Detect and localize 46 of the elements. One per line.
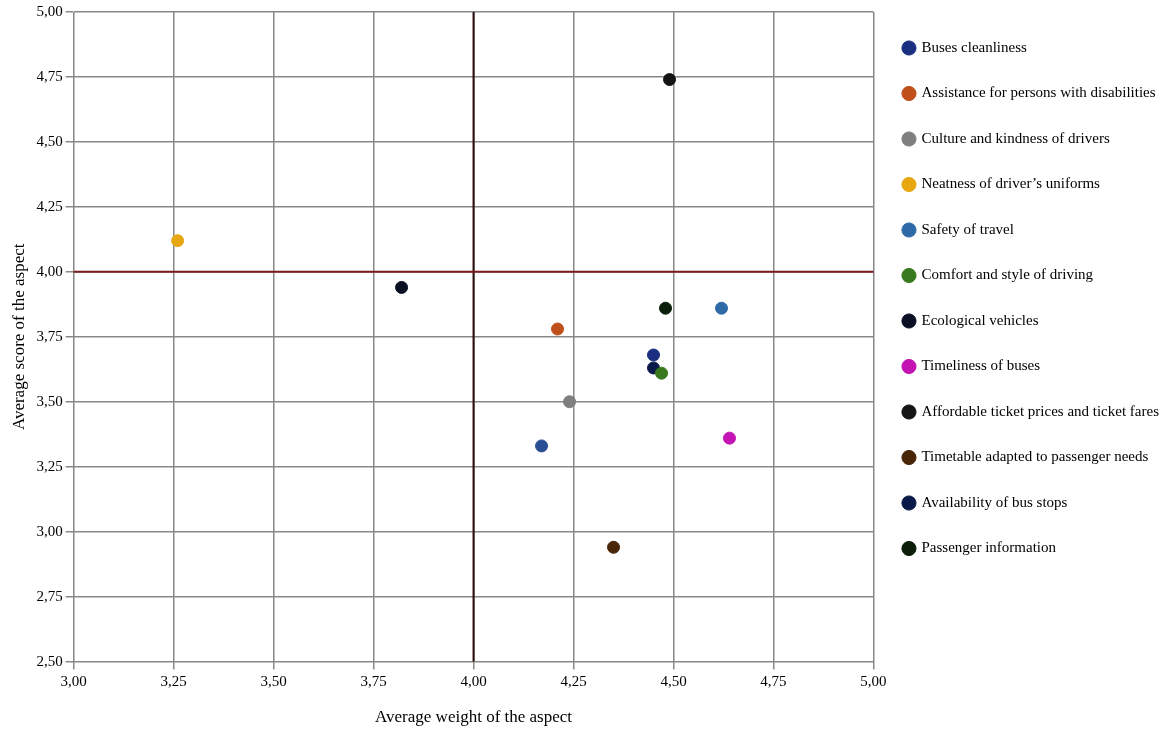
legend-label: Timeliness of buses xyxy=(921,357,1041,374)
point xyxy=(535,439,549,453)
legend-label: Culture and kindness of drivers xyxy=(921,129,1110,146)
y-tick-label: 2,50 xyxy=(36,652,63,669)
x-tick-label: 4,75 xyxy=(760,672,787,689)
y-tick-label: 4,00 xyxy=(36,262,63,279)
legend-label: Timetable adapted to passenger needs xyxy=(921,448,1149,465)
legend-label: Comfort and style of driving xyxy=(921,266,1094,283)
y-tick-label: 4,50 xyxy=(36,132,63,149)
point xyxy=(171,234,185,248)
legend-label: Neatness of driver’s uniforms xyxy=(921,175,1101,192)
legend-label: Affordable ticket prices and ticket fares xyxy=(921,402,1160,419)
y-tick-label: 5,00 xyxy=(36,2,63,19)
point xyxy=(395,280,409,294)
x-tick-label: 4,50 xyxy=(660,672,687,689)
point xyxy=(607,540,621,554)
legend-label: Passenger information xyxy=(921,539,1057,556)
x-tick-label: 5,00 xyxy=(860,672,887,689)
x-tick-label: 4,00 xyxy=(460,672,487,689)
point xyxy=(659,301,673,315)
point xyxy=(655,366,669,380)
x-tick-label: 3,00 xyxy=(60,672,87,689)
y-tick-label: 4,25 xyxy=(36,197,63,214)
y-tick-label: 3,00 xyxy=(36,522,63,539)
x-tick-label: 3,25 xyxy=(160,672,187,689)
y-tick-label: 3,75 xyxy=(36,327,63,344)
legend-label: Ecological vehicles xyxy=(921,311,1039,328)
point xyxy=(723,431,736,445)
x-axis-title: Average weight of the aspect xyxy=(375,707,573,727)
legend-label: Availability of bus stops xyxy=(921,493,1068,510)
point xyxy=(715,301,728,315)
x-tick-label: 4,25 xyxy=(560,672,587,689)
point xyxy=(563,395,577,409)
point xyxy=(663,73,677,87)
y-tick-label: 3,50 xyxy=(36,392,63,409)
y-tick-label: 4,75 xyxy=(36,67,63,84)
x-tick-label: 3,50 xyxy=(260,672,287,689)
x-tick-label: 3,75 xyxy=(360,672,387,689)
y-axis-title: Average score of the aspect xyxy=(8,243,28,431)
y-tick-label: 2,75 xyxy=(36,587,63,604)
y-tick-label: 3,25 xyxy=(36,457,63,474)
point xyxy=(647,348,661,362)
legend-label: Safety of travel xyxy=(921,220,1014,237)
legend-label: Buses cleanliness xyxy=(921,38,1028,55)
point xyxy=(551,322,565,336)
legend-label: Assistance for persons with disabilities xyxy=(921,84,1156,101)
